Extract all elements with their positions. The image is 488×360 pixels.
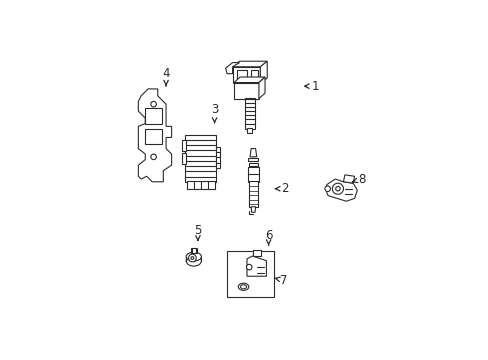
Polygon shape [259,77,264,99]
Bar [145,129,162,144]
Bar [247,128,252,133]
Circle shape [324,186,330,192]
Bar [244,98,255,129]
Circle shape [150,154,156,159]
Bar [226,251,274,297]
Text: 6: 6 [264,229,272,245]
Circle shape [191,257,193,260]
Text: 4: 4 [162,67,169,86]
Circle shape [332,183,343,194]
Bar [216,147,220,168]
Text: 2: 2 [275,182,288,195]
Bar [249,168,257,171]
Polygon shape [233,77,264,82]
Polygon shape [246,256,266,276]
Bar [182,153,185,164]
Bar [250,70,257,81]
Text: 8: 8 [351,172,365,185]
Circle shape [188,254,196,262]
Bar [186,181,214,189]
Ellipse shape [240,285,246,289]
Ellipse shape [186,256,201,266]
Text: 5: 5 [194,224,201,240]
Bar [236,70,247,81]
Bar [249,163,257,166]
Ellipse shape [186,252,201,261]
Bar [145,108,162,123]
Bar [182,140,185,151]
Polygon shape [225,63,239,74]
Polygon shape [326,179,357,201]
Polygon shape [251,207,255,212]
Polygon shape [260,61,267,84]
Polygon shape [138,89,171,182]
Polygon shape [232,61,267,67]
Bar [232,67,260,84]
Polygon shape [343,175,354,183]
Bar [191,248,196,253]
Ellipse shape [238,283,248,291]
Polygon shape [249,149,256,157]
Circle shape [246,264,251,270]
Bar [247,167,259,182]
Text: 7: 7 [274,274,287,287]
Bar [248,181,257,207]
Circle shape [150,102,156,107]
Bar [185,135,216,182]
Circle shape [335,186,340,191]
Text: 3: 3 [210,103,218,122]
Bar [233,82,259,99]
Bar [253,250,261,256]
Bar [248,158,258,161]
Text: 1: 1 [304,80,319,93]
